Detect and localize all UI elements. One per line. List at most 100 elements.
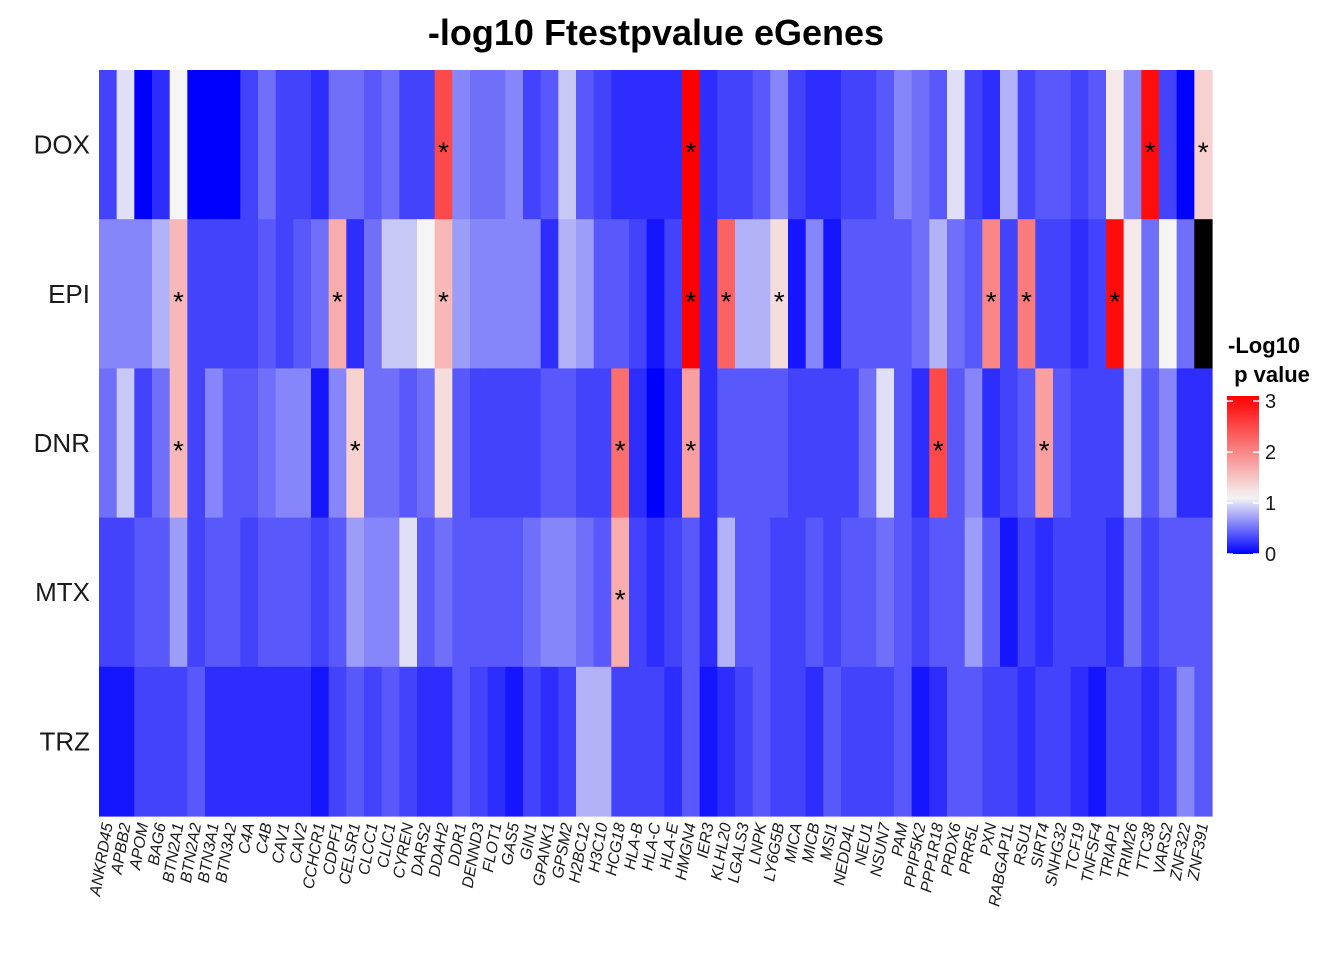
heatmap-cell [823, 666, 842, 817]
heatmap-cell [752, 219, 771, 369]
heatmap-cell [452, 368, 471, 519]
heatmap-cell [788, 517, 807, 668]
significance-marker: * [685, 286, 696, 317]
heatmap-cell [417, 219, 436, 369]
heatmap-cell [682, 368, 701, 519]
heatmap-cell [699, 70, 718, 220]
heatmap-cell [1194, 517, 1213, 668]
heatmap-cell [858, 517, 877, 668]
heatmap-cell [487, 517, 506, 668]
heatmap-cell [258, 666, 277, 817]
heatmap-cell [646, 666, 665, 817]
heatmap-cell [399, 517, 418, 668]
heatmap-cell [1106, 219, 1125, 369]
column-label: GIN1 [518, 822, 541, 862]
heatmap-cell [346, 219, 365, 369]
heatmap-cell [593, 219, 612, 369]
heatmap-cell [664, 219, 683, 369]
heatmap-cell [399, 70, 418, 220]
heatmap-cell [169, 517, 188, 668]
heatmap-cell [576, 368, 595, 519]
heatmap-cell [293, 517, 312, 668]
heatmap-cell [646, 517, 665, 668]
column-label: C4B [254, 821, 276, 855]
heatmap-cell [1000, 368, 1019, 519]
row-label: EPI [48, 279, 90, 309]
heatmap-cell [505, 219, 524, 369]
heatmap-cell [982, 219, 1001, 369]
heatmap-cell [523, 70, 542, 220]
significance-marker: * [1145, 137, 1156, 168]
heatmap-cell [99, 70, 118, 220]
heatmap-cell [328, 368, 347, 519]
column-label: PXN [978, 821, 1001, 857]
significance-marker: * [332, 286, 343, 317]
heatmap-cell [929, 517, 948, 668]
heatmap-cell [540, 219, 559, 369]
heatmap-cell [1106, 666, 1125, 817]
heatmap-cell [364, 219, 383, 369]
heatmap-cell [152, 666, 171, 817]
heatmap-cell [894, 517, 913, 668]
heatmap-cell [1176, 517, 1195, 668]
heatmap-cell [452, 219, 471, 369]
heatmap-cell [434, 219, 453, 369]
heatmap-cell [399, 368, 418, 519]
heatmap-cell [1000, 666, 1019, 817]
heatmap-cell [152, 368, 171, 519]
heatmap-cell [682, 219, 701, 369]
heatmap-cell [1088, 368, 1107, 519]
heatmap-cell [964, 368, 983, 519]
heatmap-cell [593, 368, 612, 519]
heatmap-cell [328, 70, 347, 220]
significance-marker: * [685, 137, 696, 168]
heatmap-cell [947, 517, 966, 668]
heatmap-cell [1017, 70, 1036, 220]
heatmap-cell [823, 70, 842, 220]
heatmap-cell [629, 219, 648, 369]
heatmap-cell [258, 368, 277, 519]
heatmap-cell [1176, 70, 1195, 220]
heatmap-cell [240, 666, 259, 817]
significance-marker: * [173, 435, 184, 466]
heatmap-cell [364, 517, 383, 668]
heatmap-cell [629, 666, 648, 817]
heatmap-cell [770, 70, 789, 220]
heatmap-cell [505, 368, 524, 519]
heatmap-cell [487, 666, 506, 817]
heatmap-cell [187, 517, 206, 668]
heatmap-cell [311, 368, 330, 519]
heatmap-cell [929, 219, 948, 369]
heatmap-cell [611, 368, 630, 519]
heatmap-cell [558, 517, 577, 668]
heatmap-cell [364, 70, 383, 220]
heatmap-cell [381, 219, 400, 369]
heatmap-cell [576, 666, 595, 817]
heatmap-cell [558, 70, 577, 220]
heatmap-cell [805, 70, 824, 220]
legend-ticks: 0 1 2 3 [1227, 391, 1276, 566]
heatmap-cell [99, 517, 118, 668]
heatmap-cell [1088, 70, 1107, 220]
significance-marker: * [721, 286, 732, 317]
heatmap-cell [346, 517, 365, 668]
heatmap-cell [364, 666, 383, 817]
heatmap-cell [911, 368, 930, 519]
heatmap-cell [982, 70, 1001, 220]
heatmap-cell [1053, 666, 1072, 817]
heatmap-cell [982, 666, 1001, 817]
heatmap-cell [222, 666, 241, 817]
heatmap-cell [293, 219, 312, 369]
heatmap-cell [699, 368, 718, 519]
heatmap-cell [823, 219, 842, 369]
heatmap-cell [346, 70, 365, 220]
heatmap-cell [187, 368, 206, 519]
heatmap-cell [682, 517, 701, 668]
heatmap-cell [558, 368, 577, 519]
heatmap-cell [593, 517, 612, 668]
heatmap-cell [717, 70, 736, 220]
heatmap-cell [788, 368, 807, 519]
heatmap-cell [717, 368, 736, 519]
heatmap-cell [470, 368, 489, 519]
heatmap-cell [1035, 219, 1054, 369]
